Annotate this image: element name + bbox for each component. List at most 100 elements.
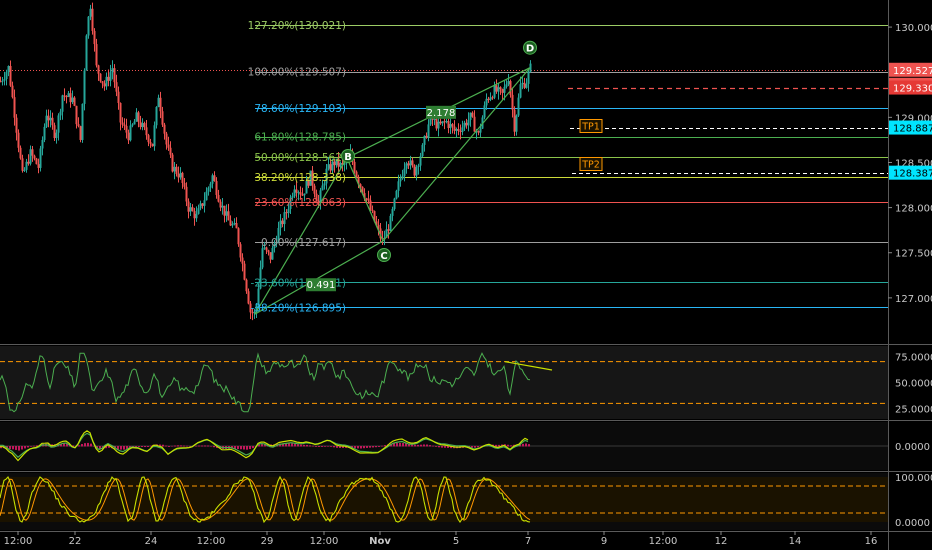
- candle-body: [499, 87, 502, 90]
- candle-body: [399, 178, 402, 182]
- candle-body: [221, 205, 224, 208]
- macd-histogram-bar: [363, 446, 365, 449]
- macd-histogram-bar: [408, 444, 410, 447]
- macd-histogram-bar: [15, 446, 17, 450]
- macd-histogram-bar: [405, 443, 407, 447]
- candle-body: [35, 158, 38, 165]
- pattern-leg: [254, 157, 348, 315]
- candle-body: [307, 181, 310, 186]
- candle-body: [385, 229, 388, 238]
- candle-body: [401, 175, 404, 179]
- macd-histogram-bar: [315, 446, 317, 447]
- candle-body: [251, 312, 254, 314]
- candle-body: [451, 124, 454, 127]
- candle-body: [427, 124, 430, 138]
- candle-body: [363, 193, 366, 199]
- macd-histogram-bar: [195, 445, 197, 447]
- candle-body: [433, 119, 436, 121]
- macd-histogram-bar: [303, 444, 305, 447]
- macd-histogram-bar: [18, 446, 20, 451]
- target-box: [579, 157, 603, 171]
- candle-body: [411, 160, 414, 166]
- candle-body: [111, 68, 114, 73]
- candle-body: [483, 105, 486, 118]
- candle-body: [121, 122, 124, 125]
- macd-histogram-bar: [147, 446, 149, 447]
- time-tick-label: 7: [525, 536, 531, 547]
- macd-histogram-bar: [138, 446, 140, 447]
- macd-histogram-bar: [144, 446, 146, 448]
- candle-body: [129, 125, 132, 141]
- candle-body: [323, 183, 326, 186]
- candle-body: [213, 175, 216, 182]
- candle-body: [233, 223, 236, 225]
- macd-histogram-bar: [324, 446, 326, 447]
- candle-body: [277, 227, 280, 243]
- macd-histogram-bar: [495, 444, 497, 447]
- pattern-leg: [254, 240, 384, 315]
- candle-body: [43, 126, 46, 140]
- macd-histogram-bar: [204, 445, 206, 447]
- macd-histogram-bar: [396, 443, 398, 447]
- rsi-tick-label: 75.0000: [895, 352, 932, 363]
- candle-body: [87, 16, 90, 36]
- time-tick-label: 12:00: [197, 536, 226, 547]
- price-tick-label: 127.000: [895, 294, 932, 305]
- candle-body: [199, 203, 202, 209]
- candle-body: [0, 81, 2, 83]
- candle-body: [497, 87, 500, 92]
- macd-histogram-bar: [174, 445, 176, 447]
- candle-body: [321, 185, 324, 191]
- candle-body: [365, 198, 368, 200]
- candle-body: [265, 247, 268, 251]
- macd-histogram-bar: [393, 443, 395, 447]
- candle-body: [29, 149, 32, 164]
- macd-histogram-bar: [444, 446, 446, 448]
- candle-body: [195, 213, 198, 219]
- macd-histogram-bar: [249, 446, 251, 450]
- candle-body: [263, 247, 266, 249]
- candle-body: [99, 73, 102, 82]
- candle-body: [455, 129, 458, 131]
- macd-signal-line: [0, 432, 529, 459]
- macd-histogram-bar: [177, 445, 179, 447]
- candle-body: [5, 72, 8, 80]
- candle-body: [145, 127, 148, 136]
- candle-body: [249, 303, 252, 313]
- candle-body: [275, 242, 278, 244]
- candle-body: [167, 144, 170, 148]
- candle-body: [369, 200, 372, 210]
- candle-body: [173, 166, 176, 172]
- candle-body: [339, 163, 342, 167]
- macd-histogram-bar: [330, 446, 332, 447]
- candle-body: [27, 161, 30, 164]
- candle-body: [45, 115, 48, 127]
- candle-body: [17, 132, 20, 148]
- candle-body: [227, 211, 230, 221]
- candle-body: [79, 126, 82, 140]
- candle-body: [443, 121, 446, 123]
- macd-histogram-bar: [216, 446, 218, 448]
- macd-histogram-bar: [477, 446, 479, 448]
- candle-body: [435, 119, 438, 129]
- candle-body: [59, 111, 62, 116]
- candle-body: [19, 147, 22, 159]
- macd-histogram-bar: [243, 446, 245, 450]
- candle-body: [487, 98, 490, 100]
- candle-body: [353, 161, 356, 172]
- candle-body: [259, 267, 262, 289]
- candle-body: [293, 189, 296, 197]
- pattern-point-label: D: [526, 44, 534, 55]
- candle-body: [151, 143, 154, 147]
- candle-body: [421, 144, 424, 157]
- pattern-point-label: B: [344, 152, 352, 163]
- stoch-tick-label: 0.0000: [895, 518, 930, 529]
- candle-body: [445, 121, 448, 123]
- pattern-point-label: C: [380, 251, 387, 262]
- candle-body: [331, 161, 334, 171]
- macd-histogram-bar: [9, 446, 11, 450]
- time-tick-label: Nov: [369, 536, 391, 547]
- price-tick-label: 128.000: [895, 204, 932, 215]
- candle-body: [231, 224, 234, 226]
- macd-histogram-bar: [60, 443, 62, 447]
